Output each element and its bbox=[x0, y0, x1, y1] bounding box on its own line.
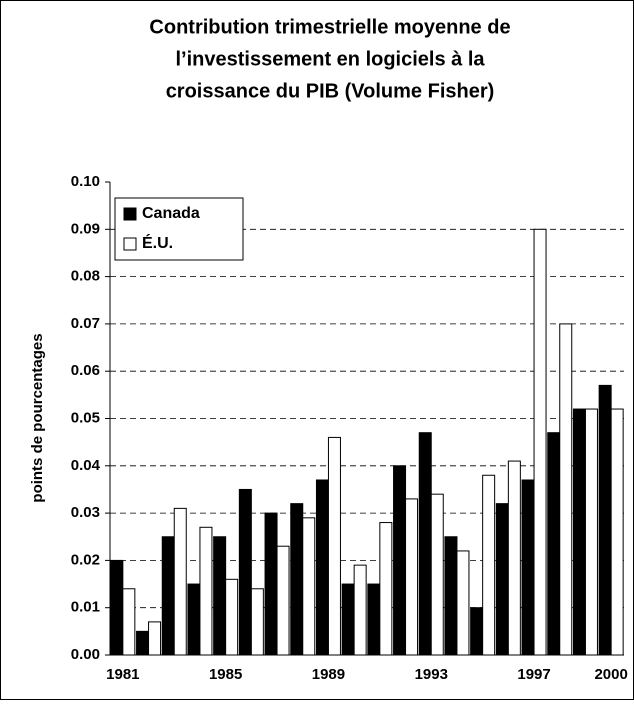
bar bbox=[507, 460, 521, 656]
bar bbox=[418, 432, 432, 656]
legend-swatch bbox=[123, 207, 137, 221]
x-tick-label: 1981 bbox=[106, 666, 139, 683]
y-tick-label: 0.10 bbox=[71, 173, 100, 190]
x-tick-label: 1989 bbox=[312, 666, 345, 683]
chart-title: Contribution trimestrielle moyenne de bbox=[149, 16, 510, 38]
y-tick-label: 0.03 bbox=[71, 504, 100, 521]
bar bbox=[521, 479, 535, 656]
bar bbox=[379, 522, 393, 656]
bar bbox=[238, 488, 252, 656]
legend-label: É.U. bbox=[142, 233, 173, 252]
y-tick-label: 0.08 bbox=[71, 268, 100, 285]
x-tick-label: 1993 bbox=[415, 666, 448, 683]
bar bbox=[276, 545, 290, 656]
bar bbox=[598, 384, 612, 656]
bar bbox=[110, 559, 124, 656]
chart-title: l’investissement en logiciels à la bbox=[175, 48, 485, 70]
bar bbox=[290, 503, 304, 656]
bar bbox=[161, 536, 175, 656]
bar bbox=[148, 621, 162, 656]
bar bbox=[353, 564, 367, 656]
bar bbox=[315, 479, 329, 656]
chart-title: croissance du PIB (Volume Fisher) bbox=[166, 80, 495, 102]
bar bbox=[430, 493, 444, 656]
bar bbox=[327, 436, 341, 656]
bar bbox=[173, 507, 187, 656]
bar bbox=[367, 583, 381, 656]
y-tick-label: 0.05 bbox=[71, 409, 100, 426]
legend-label: Canada bbox=[142, 205, 200, 222]
y-axis-label: points de pourcentages bbox=[29, 333, 46, 502]
x-tick-label: 1997 bbox=[517, 666, 550, 683]
y-tick-label: 0.00 bbox=[71, 646, 100, 663]
bar bbox=[393, 465, 407, 656]
y-tick-label: 0.01 bbox=[71, 599, 100, 616]
bar bbox=[250, 588, 264, 656]
bar bbox=[470, 607, 484, 656]
x-tick-label: 2000 bbox=[594, 666, 627, 683]
bar bbox=[533, 228, 547, 656]
y-tick-label: 0.06 bbox=[71, 362, 100, 379]
y-tick-label: 0.09 bbox=[71, 220, 100, 237]
bar bbox=[584, 408, 598, 656]
bar bbox=[610, 408, 624, 656]
bar bbox=[495, 503, 509, 656]
bar bbox=[444, 536, 458, 656]
y-tick-label: 0.02 bbox=[71, 551, 100, 568]
bar bbox=[572, 408, 586, 656]
bar bbox=[225, 578, 239, 656]
bar bbox=[341, 583, 355, 656]
bar bbox=[199, 526, 213, 656]
bar bbox=[456, 550, 470, 656]
y-tick-label: 0.07 bbox=[71, 315, 100, 332]
bar bbox=[213, 536, 227, 656]
bar bbox=[482, 474, 496, 656]
bar bbox=[405, 498, 419, 656]
bar bbox=[264, 512, 278, 656]
y-tick-label: 0.04 bbox=[71, 457, 101, 474]
bar bbox=[187, 583, 201, 656]
legend-swatch bbox=[123, 237, 137, 251]
bar bbox=[302, 517, 316, 656]
bar bbox=[122, 588, 136, 656]
x-tick-label: 1985 bbox=[209, 666, 242, 683]
bar bbox=[559, 323, 573, 656]
bar bbox=[136, 630, 150, 656]
bar bbox=[547, 432, 561, 656]
